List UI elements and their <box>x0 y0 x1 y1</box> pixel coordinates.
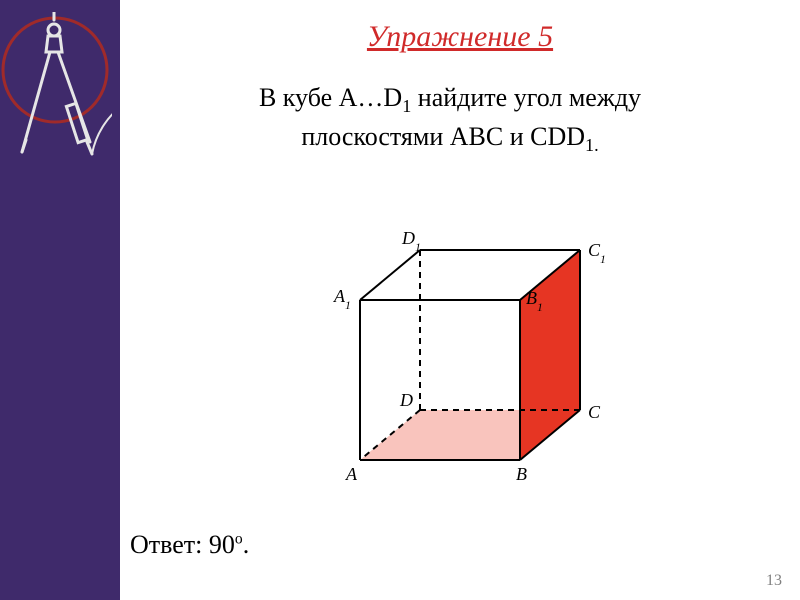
answer-text: Ответ: 90o. <box>130 530 249 560</box>
problem-line2: плоскостями ABC и CDD <box>301 122 585 151</box>
answer-label: Ответ: 90 <box>130 530 235 559</box>
problem-text: В кубе A…D1 найдите угол между плоскостя… <box>120 80 780 158</box>
cube-svg: ABCDA1B1C1D1 <box>300 200 640 500</box>
problem-line1a: В кубе A…D <box>259 83 402 112</box>
title-text: Упражнение 5 <box>367 20 553 53</box>
vertex-label-B: B <box>516 464 527 484</box>
problem-line2-sub: 1. <box>585 135 599 155</box>
problem-line1b: найдите угол между <box>411 83 641 112</box>
vertex-label-D1: D1 <box>401 228 421 254</box>
slide-title: Упражнение 5 <box>120 20 800 54</box>
vertex-label-A: A <box>345 464 358 484</box>
compass-icon <box>12 12 112 172</box>
slide-number: 13 <box>766 572 782 590</box>
answer-tail: . <box>243 530 250 559</box>
problem-line1-sub: 1 <box>402 96 411 116</box>
cube-diagram: ABCDA1B1C1D1 <box>300 200 640 505</box>
degree-symbol: o <box>235 530 243 547</box>
vertex-label-C: C <box>588 402 601 422</box>
vertex-label-A1: A1 <box>333 286 351 312</box>
vertex-label-C1: C1 <box>588 240 606 266</box>
slide-number-text: 13 <box>766 572 782 589</box>
vertex-label-D: D <box>399 390 413 410</box>
slide-stage: Упражнение 5 В кубе A…D1 найдите угол ме… <box>0 0 800 600</box>
